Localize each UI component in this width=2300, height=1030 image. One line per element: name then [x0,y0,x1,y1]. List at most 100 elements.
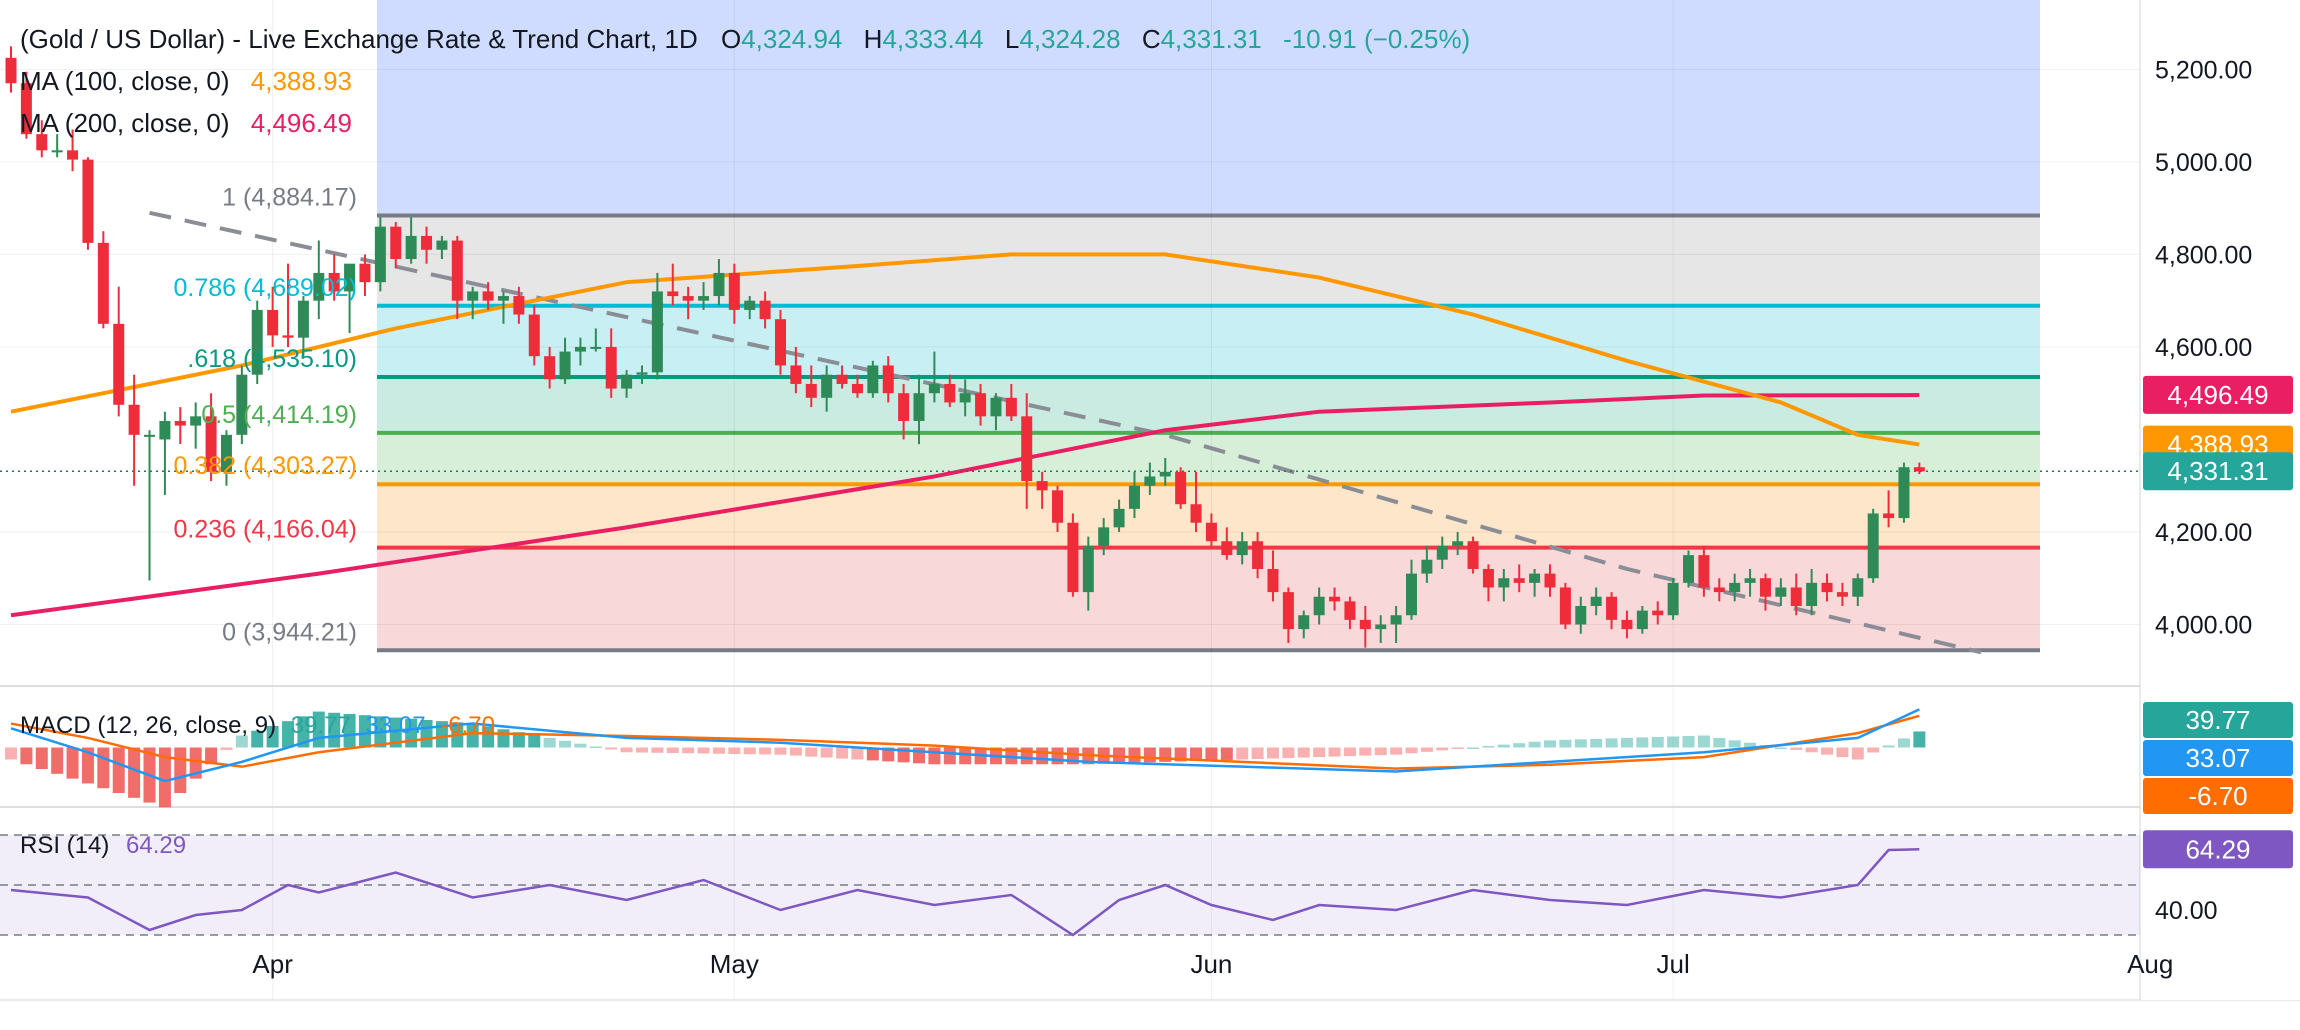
macd-histogram-bar [358,715,371,748]
candle-body [928,383,940,394]
high-label: H [864,24,883,54]
macd-histogram-bar [112,747,125,794]
macd-histogram-bar [682,747,695,754]
open-value: 4,324.94 [741,24,842,54]
macd-histogram-bar [882,747,895,762]
candle-body [944,383,956,403]
rsi-label: RSI (14) [20,832,109,859]
macd-histogram-bar [1682,736,1695,748]
candle-body [97,242,109,324]
candle-body [374,226,386,283]
candle-body [559,351,571,380]
candle-body [1221,541,1233,556]
macd-histogram-bar [1036,747,1049,765]
ma100-legend[interactable]: MA (100, close, 0) 4,388.93 [20,66,352,96]
candle-body [220,434,232,472]
macd-histogram-bar [759,747,772,755]
candle-body [1144,476,1156,486]
candle-body [313,272,325,301]
fib-label-0.786: 0.786 (4,689.02) [174,274,357,302]
candle-body [975,393,987,417]
fibonacci-labels: 1 (4,884.17) 0.786 (4,689.02) .618 (4,535.… [174,183,357,646]
candle-body [544,356,556,380]
candle-body [67,150,79,160]
macd-value-text: 33.07 [2185,743,2250,773]
candle-body [1867,513,1879,579]
macd-histogram-bar [635,747,648,753]
candle-body [1298,615,1310,630]
candle-body [1529,573,1541,583]
macd-histogram-bar [928,747,941,765]
macd-histogram-bar [497,729,510,748]
macd-histogram-bar [1836,747,1849,758]
candle-body [590,346,602,349]
candle-body [144,434,156,437]
price-tick-label: 4,200.00 [2155,519,2252,547]
price-tick-label: 4,800.00 [2155,241,2252,269]
macd-histogram-bar [1744,742,1757,748]
candle-body [1113,508,1125,528]
candle-body [698,296,710,301]
candle-body [1729,582,1741,593]
macd-histogram-bar [728,747,741,754]
candle-body [1821,582,1833,593]
candle-body [1052,490,1064,523]
macd-histogram-bar [1559,739,1572,748]
macd-histogram-bar [1128,747,1141,763]
candle-body [851,383,863,394]
candle-body [1913,467,1925,472]
candle-body [1683,555,1695,583]
header-legend: (Gold / US Dollar) - Live Exchange Rate … [20,24,1470,54]
candle-body [728,272,740,310]
candle-body [821,374,833,398]
candle-body [1175,471,1187,505]
low-label: L [1005,24,1019,54]
rsi-legend[interactable]: RSI (14) 64.29 [20,832,186,859]
macd-histogram-bar [589,746,602,749]
candle-body [1806,582,1818,606]
macd-histogram-bar [205,747,218,765]
candle-body [528,314,540,357]
macd-histogram-bar [543,737,556,748]
candle-body [390,226,402,260]
macd-histogram-bar [174,747,187,794]
macd-histogram-bar [220,747,233,750]
macd-histogram-bar [574,743,587,748]
candle-body [451,240,463,301]
macd-label: MACD (12, 26, close, 9) [20,712,276,739]
fib-label-0.618: .618 (4,535.10) [187,345,357,373]
candle-body [1282,592,1294,630]
candle-body [482,291,494,301]
macd-histogram-bar [1420,747,1433,752]
candle-body [1744,578,1756,583]
candle-body [898,393,910,421]
candle-body [1159,471,1171,477]
price-label-badge [2143,375,2293,414]
candle-body [1667,582,1679,616]
candle-body [1836,592,1848,597]
fib-label-0.5: 0.5 (4,414.19) [201,401,357,429]
price-axis[interactable]: 5,200.00 5,000.00 4,800.00 4,600.00 4,200.00… [2141,0,2300,1000]
candle-body [82,159,94,243]
macd-histogram-bar [851,747,864,760]
candle-body [1236,541,1248,556]
macd-histogram-bar [1513,743,1526,748]
macd-histogram-bar [328,712,341,748]
candle-body [1205,522,1217,542]
high-value: 4,333.44 [882,24,983,54]
candle-body [959,393,971,403]
macd-histogram-bar [1359,747,1372,756]
candle-body [1559,587,1571,625]
macd-histogram-bar [1251,747,1264,759]
fibonacci-retracement[interactable] [377,0,2040,653]
candle-body [1759,578,1771,597]
ma200-label: MA (200, close, 0) [20,108,230,138]
time-axis[interactable]: AprMayJunJulAug17 [252,949,2300,979]
candle-body [1513,578,1525,583]
macd-histogram-bar [128,747,141,798]
candle-body [436,240,448,250]
ma100-value: 4,388.93 [251,66,352,96]
ma200-legend[interactable]: MA (200, close, 0) 4,496.49 [20,108,352,138]
macd-legend[interactable]: MACD (12, 26, close, 9) 39.77 33.07 -6.7… [20,712,495,739]
